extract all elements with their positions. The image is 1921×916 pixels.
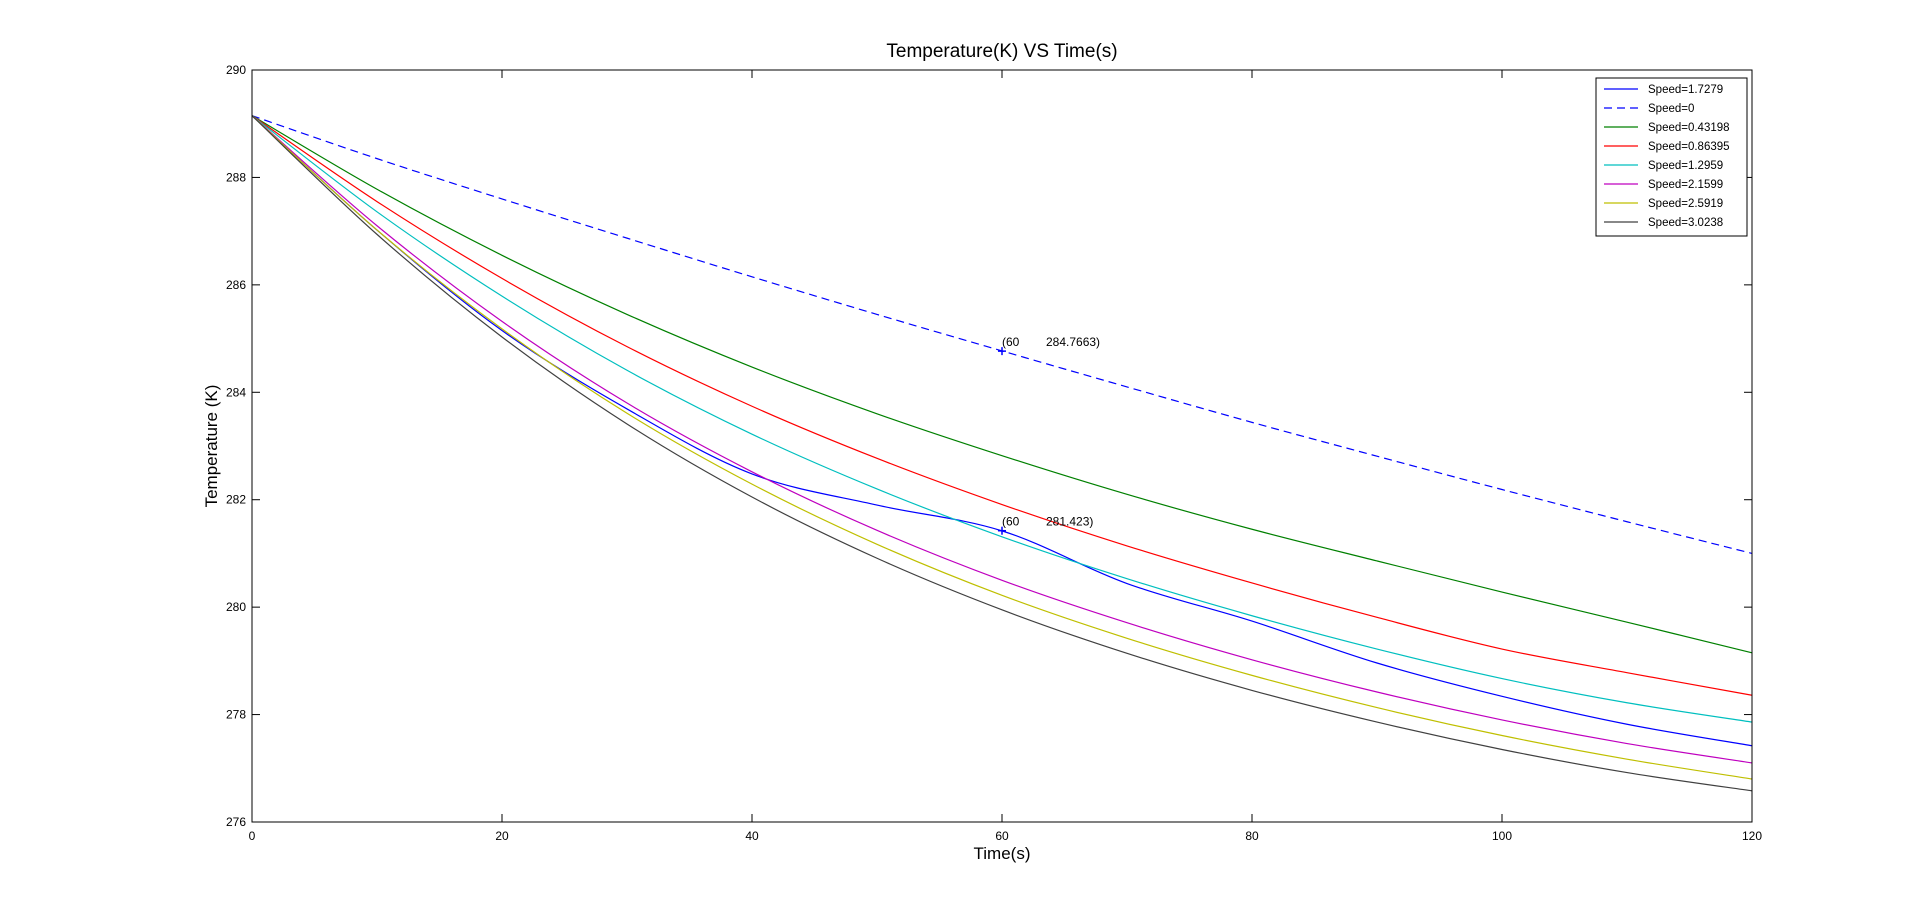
x-tick-label: 60 — [995, 829, 1009, 843]
legend-item: Speed=2.5919 — [1604, 198, 1723, 210]
x-axis-label: Time(s) — [974, 844, 1031, 863]
series-line-5 — [251, 115, 1753, 764]
legend-label: Speed=0 — [1648, 103, 1694, 115]
y-tick-label: 278 — [226, 708, 246, 722]
legend-box — [1595, 77, 1748, 237]
y-tick-label: 276 — [226, 815, 246, 829]
legend-item: Speed=1.2959 — [1604, 160, 1723, 172]
y-tick-label: 286 — [226, 278, 246, 292]
legend-item: Speed=2.1599 — [1604, 179, 1723, 191]
data-tip-1: (60 281.423) — [998, 515, 1093, 535]
legend-label: Speed=3.0238 — [1648, 217, 1723, 229]
x-tick-label: 40 — [745, 829, 759, 843]
legend-label: Speed=0.86395 — [1648, 141, 1730, 153]
x-tick-label: 120 — [1742, 829, 1762, 843]
legend-label: Speed=1.7279 — [1648, 84, 1723, 96]
series-line-4 — [251, 115, 1753, 723]
x-tick-label: 0 — [249, 829, 256, 843]
data-tip-y-text: 281.423) — [1046, 515, 1093, 529]
data-tip-x-text: (60 — [1002, 335, 1020, 349]
legend-label: Speed=1.2959 — [1648, 160, 1723, 172]
legend-item: Speed=1.7279 — [1604, 84, 1723, 96]
x-tick-label: 100 — [1492, 829, 1512, 843]
plot-area — [252, 70, 1752, 822]
y-tick-label: 282 — [226, 493, 246, 507]
chart-title: Temperature(K) VS Time(s) — [886, 41, 1117, 62]
data-tip-0: (60 284.7663) — [998, 335, 1100, 356]
legend-item: Speed=0.43198 — [1604, 122, 1730, 134]
legend-item: Speed=0.86395 — [1604, 141, 1730, 153]
annotation-layer: (60 284.7663) (60 281.423) — [998, 335, 1100, 535]
data-tip-y-text: 284.7663) — [1046, 335, 1100, 349]
series-line-2 — [251, 115, 1753, 654]
series-line-6 — [251, 115, 1753, 780]
legend-label: Speed=0.43198 — [1648, 122, 1730, 134]
legend-label: Speed=2.5919 — [1648, 198, 1723, 210]
y-tick-label: 288 — [226, 170, 246, 184]
data-tip-x-text: (60 — [1002, 515, 1020, 529]
y-axis-label: Temperature (K) — [202, 385, 221, 508]
y-tick-label: 290 — [226, 63, 246, 77]
y-tick-label: 284 — [226, 385, 246, 399]
series-line-0 — [251, 115, 1753, 747]
x-tick-label: 80 — [1245, 829, 1259, 843]
legend-item: Speed=0 — [1604, 103, 1694, 115]
x-tick-label: 20 — [495, 829, 509, 843]
series-line-3 — [251, 115, 1753, 696]
legend-label: Speed=2.1599 — [1648, 179, 1723, 191]
plot-frame — [251, 69, 1753, 823]
legend-item: Speed=3.0238 — [1604, 217, 1723, 229]
legend: Speed=1.7279 Speed=0 Speed=0.43198 Speed=0.… — [1595, 77, 1748, 237]
series-line-7 — [251, 115, 1753, 792]
y-tick-label: 280 — [226, 600, 246, 614]
